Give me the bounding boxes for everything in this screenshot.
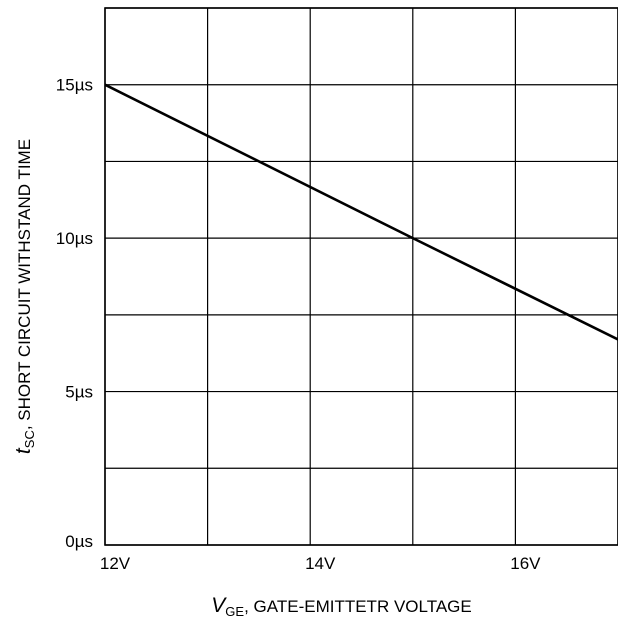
y-tick-label: 5µs xyxy=(65,383,93,402)
plot-frame xyxy=(104,7,618,546)
y-tick-label: 15µs xyxy=(56,76,93,95)
x-tick-labels: 12V 14V 16V xyxy=(100,554,541,573)
y-axis-subscript: SC xyxy=(22,430,37,448)
x-tick-label: 14V xyxy=(305,554,336,573)
y-tick-label: 0µs xyxy=(65,532,93,551)
x-axis-symbol: V xyxy=(211,594,227,617)
grid xyxy=(104,7,618,546)
x-tick-label: 12V xyxy=(100,554,131,573)
series-line xyxy=(104,83,618,341)
x-axis-text: , GATE-EMITTETR VOLTAGE xyxy=(244,597,472,616)
x-axis-subscript: GE xyxy=(225,604,244,619)
y-axis-text: , SHORT CIRCUIT WITHSTAND TIME xyxy=(15,139,34,430)
x-axis-label: VGE, GATE-EMITTETR VOLTAGE xyxy=(211,594,471,619)
series-group xyxy=(104,83,618,341)
x-tick-label: 16V xyxy=(510,554,541,573)
y-tick-label: 10µs xyxy=(56,229,93,248)
y-axis-symbol: t xyxy=(12,447,35,454)
y-axis-label: tSC, SHORT CIRCUIT WITHSTAND TIME xyxy=(12,139,37,454)
y-tick-labels: 0µs 5µs 10µs 15µs xyxy=(56,76,93,551)
